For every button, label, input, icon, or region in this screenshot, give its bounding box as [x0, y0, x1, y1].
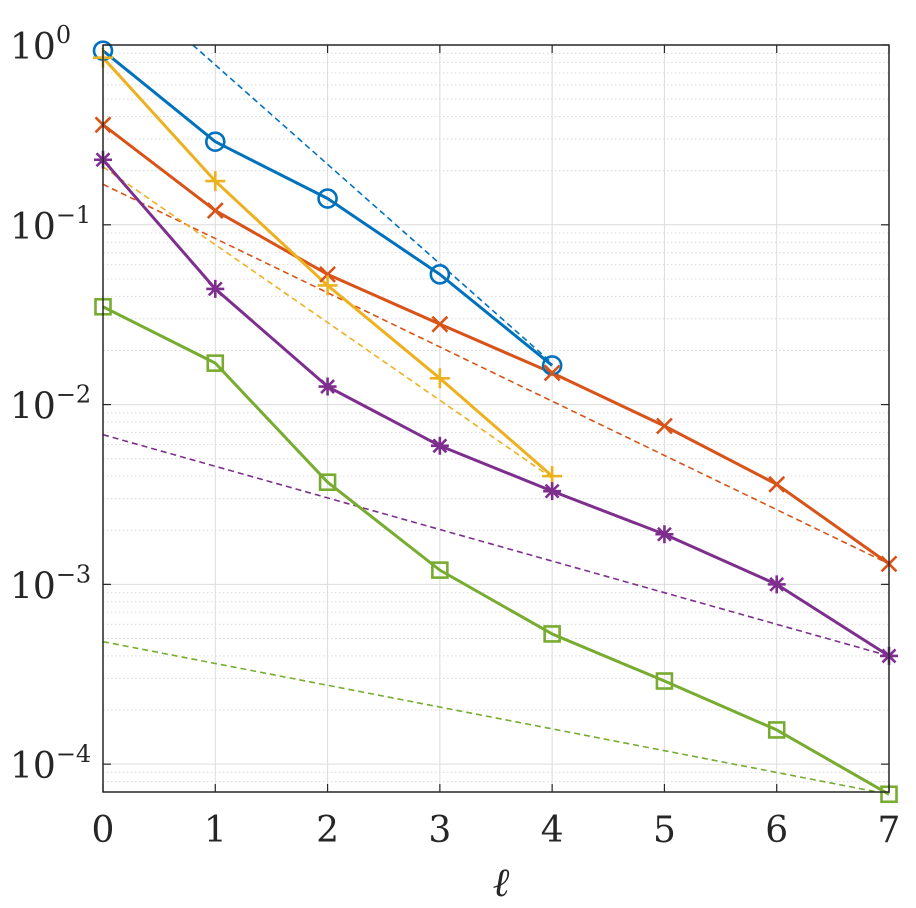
asterisk-marker	[543, 482, 562, 501]
series-4-marker	[206, 354, 225, 372]
series-1-marker	[431, 315, 449, 333]
square-marker	[318, 473, 337, 492]
asterisk-marker	[430, 436, 449, 455]
square-marker	[655, 672, 674, 690]
x-marker	[319, 265, 336, 283]
series-line-0	[102, 49, 554, 367]
series-1-marker	[656, 417, 673, 435]
series-3-marker	[318, 377, 337, 396]
x-axis-label: ℓ	[493, 860, 510, 906]
y-tick-label: 100	[10, 21, 71, 68]
series-2-marker	[317, 275, 338, 296]
series-4-marker	[318, 473, 337, 492]
x-tick-label: 1	[204, 810, 227, 851]
x-marker	[431, 315, 449, 333]
series-1-marker	[206, 202, 224, 219]
series-1-marker	[319, 265, 336, 283]
reference-line-4	[103, 640, 882, 792]
circle-marker	[429, 264, 451, 285]
axes-box	[102, 44, 890, 793]
asterisk-marker	[655, 525, 674, 544]
x-tick-label: 3	[428, 810, 451, 851]
y-tick-label: 10−3	[10, 560, 91, 607]
x-tick-label: 2	[316, 810, 339, 851]
series-2-marker	[205, 171, 226, 192]
x-marker	[656, 417, 673, 435]
square-marker	[767, 721, 786, 739]
series-0-marker	[429, 264, 451, 285]
series-4-marker	[543, 625, 561, 643]
plus-marker	[429, 368, 450, 389]
plus-marker	[205, 171, 226, 192]
series-3-marker	[767, 575, 786, 594]
grid	[102, 44, 890, 793]
x-tick-label: 6	[765, 810, 788, 851]
series-0-marker	[317, 188, 338, 209]
x-tick-label: 5	[653, 810, 676, 851]
series-0-marker	[204, 131, 226, 152]
series-3-marker	[543, 482, 562, 501]
reference-line-3	[103, 433, 889, 657]
square-marker	[543, 625, 561, 643]
series-line-1	[102, 123, 890, 566]
reference-line-2	[103, 166, 553, 479]
series-2-marker	[429, 368, 450, 389]
circle-marker	[317, 188, 338, 209]
reference-lines	[103, 45, 889, 792]
asterisk-marker	[206, 279, 225, 298]
series-1-marker	[543, 364, 561, 382]
series-4-marker	[767, 721, 786, 739]
y-tick-label: 10−1	[10, 201, 91, 248]
ticks	[102, 44, 890, 792]
x-tick-label: 4	[541, 810, 564, 851]
x-tick-labels: 0 1 2 3 4 5 6 7	[92, 810, 901, 851]
series-3-marker	[430, 436, 449, 455]
series-markers	[92, 40, 898, 804]
series-line-3	[101, 158, 890, 658]
x-marker	[768, 475, 786, 493]
asterisk-marker	[318, 377, 337, 396]
series-3-marker	[655, 525, 674, 544]
series-3-marker	[206, 279, 225, 298]
x-marker	[543, 364, 561, 382]
y-tick-label: 10−4	[10, 740, 91, 787]
x-marker	[206, 202, 224, 219]
x-tick-label: 0	[92, 810, 115, 851]
series-4-marker	[431, 561, 449, 579]
asterisk-marker	[767, 575, 786, 594]
series-line-4	[102, 305, 890, 796]
y-tick-label: 10−2	[10, 381, 91, 428]
square-marker	[206, 354, 225, 372]
square-marker	[431, 561, 449, 579]
series-lines	[101, 49, 890, 796]
series-4-marker	[655, 672, 674, 690]
x-tick-label: 7	[878, 810, 901, 851]
plus-marker	[317, 275, 338, 296]
series-1-marker	[768, 475, 786, 493]
reference-line-1	[103, 183, 889, 565]
y-tick-labels: 100 10−1 10−2 10−3 10−4	[10, 21, 91, 787]
circle-marker	[204, 131, 226, 152]
